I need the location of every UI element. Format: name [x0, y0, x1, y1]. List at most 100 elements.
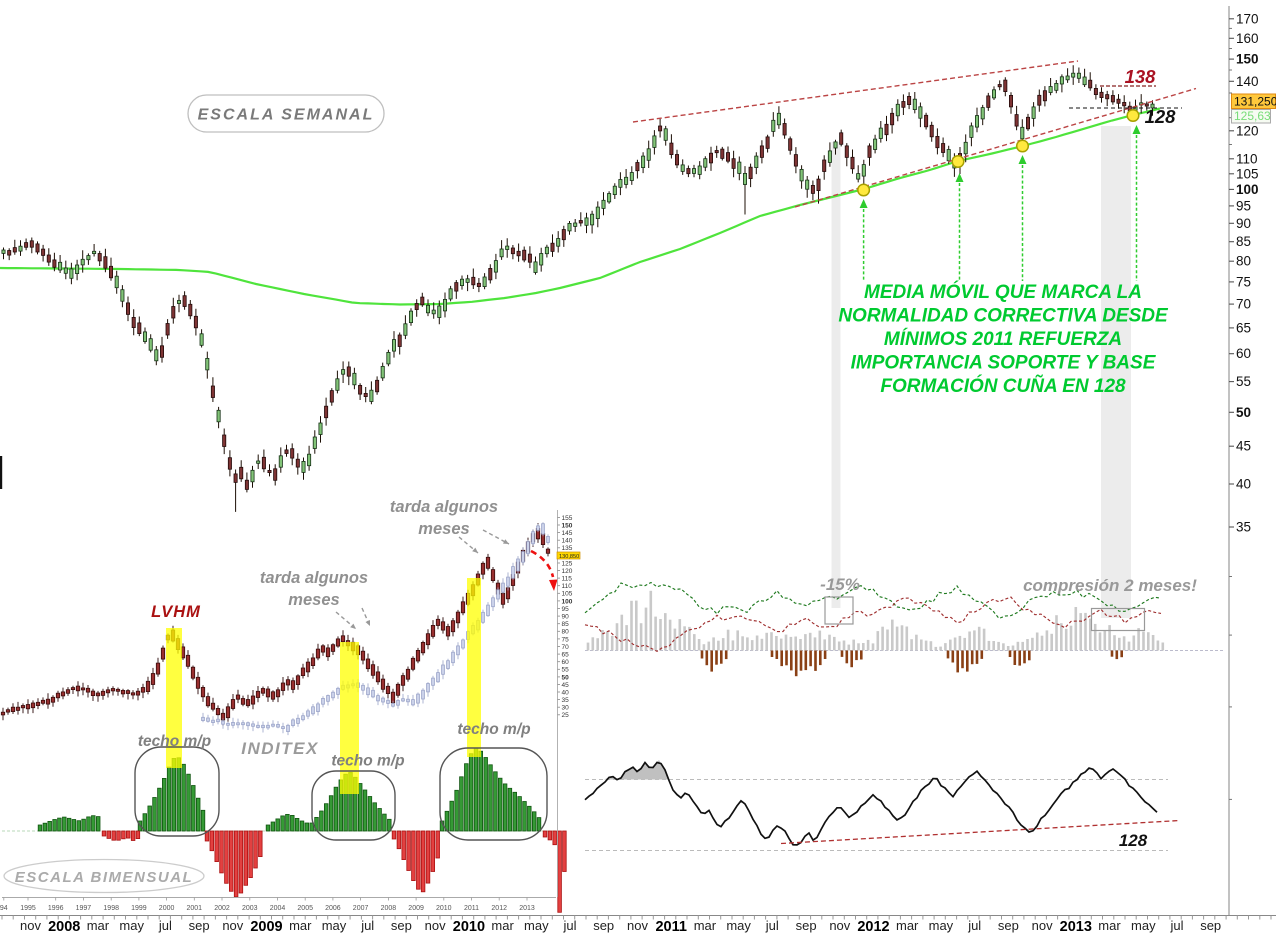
svg-text:1995: 1995	[20, 905, 36, 912]
svg-text:1996: 1996	[48, 905, 64, 912]
svg-text:MEDIA MÓVIL QUE MARCA LA: MEDIA MÓVIL QUE MARCA LA	[864, 281, 1142, 303]
svg-text:mar: mar	[1098, 918, 1121, 933]
svg-text:140: 140	[562, 538, 573, 545]
svg-text:140: 140	[1236, 74, 1259, 89]
svg-text:2011: 2011	[655, 919, 686, 935]
svg-text:2006: 2006	[325, 905, 341, 912]
svg-text:may: may	[322, 918, 347, 933]
svg-text:170: 170	[1236, 11, 1259, 26]
svg-text:sep: sep	[998, 918, 1019, 933]
svg-text:may: may	[1131, 918, 1156, 933]
svg-text:nov: nov	[20, 918, 41, 933]
svg-text:may: may	[119, 918, 144, 933]
svg-text:120: 120	[562, 568, 573, 575]
svg-text:may: may	[524, 918, 549, 933]
svg-text:75: 75	[1236, 274, 1251, 289]
svg-text:jul: jul	[158, 918, 172, 933]
svg-text:may: may	[929, 918, 954, 933]
svg-text:115: 115	[562, 576, 573, 583]
svg-text:mar: mar	[491, 918, 514, 933]
svg-text:sep: sep	[391, 918, 412, 933]
svg-text:2001: 2001	[187, 905, 203, 912]
svg-text:110: 110	[1236, 151, 1258, 166]
svg-text:35: 35	[562, 697, 570, 704]
svg-text:nov: nov	[1032, 918, 1053, 933]
svg-text:INDITEX: INDITEX	[241, 739, 319, 758]
svg-text:70: 70	[562, 644, 570, 651]
svg-text:1999: 1999	[131, 905, 147, 912]
svg-text:145: 145	[562, 530, 573, 537]
svg-text:techo m/p: techo m/p	[331, 753, 404, 770]
svg-text:sep: sep	[593, 918, 614, 933]
svg-text:110: 110	[562, 583, 573, 590]
svg-text:85: 85	[562, 621, 570, 628]
svg-text:2004: 2004	[270, 905, 286, 912]
svg-text:45: 45	[1236, 439, 1251, 454]
svg-text:compresión 2 meses!: compresión 2 meses!	[1023, 576, 1197, 595]
svg-text:40: 40	[562, 689, 570, 696]
svg-text:55: 55	[1236, 374, 1251, 389]
svg-text:60: 60	[562, 659, 570, 666]
svg-text:sep: sep	[1200, 918, 1221, 933]
svg-text:mar: mar	[87, 918, 110, 933]
svg-text:105: 105	[562, 591, 573, 598]
svg-text:131,250: 131,250	[1234, 95, 1276, 109]
svg-text:95: 95	[1236, 198, 1251, 213]
svg-text:150: 150	[1236, 52, 1259, 67]
svg-text:85: 85	[1236, 234, 1251, 249]
svg-text:nov: nov	[425, 918, 446, 933]
svg-text:2000: 2000	[159, 905, 175, 912]
svg-text:70: 70	[1236, 297, 1251, 312]
svg-text:90: 90	[562, 614, 570, 621]
svg-text:ESCALA SEMANAL: ESCALA SEMANAL	[198, 107, 375, 124]
svg-text:1998: 1998	[103, 905, 119, 912]
svg-text:sep: sep	[796, 918, 817, 933]
svg-text:sep: sep	[189, 918, 210, 933]
svg-text:2007: 2007	[353, 905, 369, 912]
svg-text:100: 100	[1236, 182, 1259, 197]
svg-text:65: 65	[562, 652, 570, 659]
svg-text:2003: 2003	[242, 905, 258, 912]
svg-text:tarda algunos: tarda algunos	[390, 498, 498, 516]
svg-text:30: 30	[562, 705, 570, 712]
svg-text:2009: 2009	[408, 905, 424, 912]
svg-text:meses: meses	[418, 520, 469, 538]
svg-text:120: 120	[1236, 123, 1259, 138]
svg-text:105: 105	[1236, 166, 1259, 181]
svg-text:2009: 2009	[250, 919, 282, 935]
svg-text:135: 135	[562, 545, 573, 552]
svg-text:tarda algunos: tarda algunos	[260, 569, 368, 587]
svg-text:50: 50	[562, 674, 570, 681]
svg-text:94: 94	[0, 905, 8, 912]
svg-text:2013: 2013	[1060, 919, 1092, 935]
svg-text:65: 65	[1236, 320, 1251, 335]
svg-text:130,850: 130,850	[559, 554, 579, 560]
svg-text:may: may	[726, 918, 751, 933]
svg-text:40: 40	[1236, 477, 1251, 492]
svg-text:2008: 2008	[381, 905, 397, 912]
svg-text:50: 50	[1236, 405, 1251, 420]
svg-text:2011: 2011	[464, 905, 479, 912]
svg-text:75: 75	[562, 636, 570, 643]
svg-text:meses: meses	[288, 591, 339, 609]
svg-text:35: 35	[1236, 520, 1251, 535]
svg-text:125,63: 125,63	[1234, 109, 1271, 123]
svg-text:jul: jul	[562, 918, 576, 933]
svg-text:2012: 2012	[857, 919, 889, 935]
svg-text:nov: nov	[627, 918, 648, 933]
svg-text:mar: mar	[289, 918, 312, 933]
svg-text:90: 90	[1236, 216, 1251, 231]
svg-text:jul: jul	[765, 918, 779, 933]
svg-text:128: 128	[1145, 106, 1177, 127]
svg-text:techo m/p: techo m/p	[138, 733, 211, 750]
svg-text:150: 150	[562, 522, 573, 529]
svg-text:100: 100	[562, 598, 573, 605]
svg-text:138: 138	[1125, 66, 1157, 87]
svg-text:jul: jul	[1169, 918, 1183, 933]
svg-text:125: 125	[562, 560, 573, 567]
svg-text:FORMACIÓN CUÑA EN 128: FORMACIÓN CUÑA EN 128	[880, 375, 1126, 397]
svg-text:mar: mar	[694, 918, 717, 933]
svg-text:jul: jul	[967, 918, 981, 933]
svg-text:2010: 2010	[436, 905, 452, 912]
svg-text:45: 45	[562, 682, 570, 689]
